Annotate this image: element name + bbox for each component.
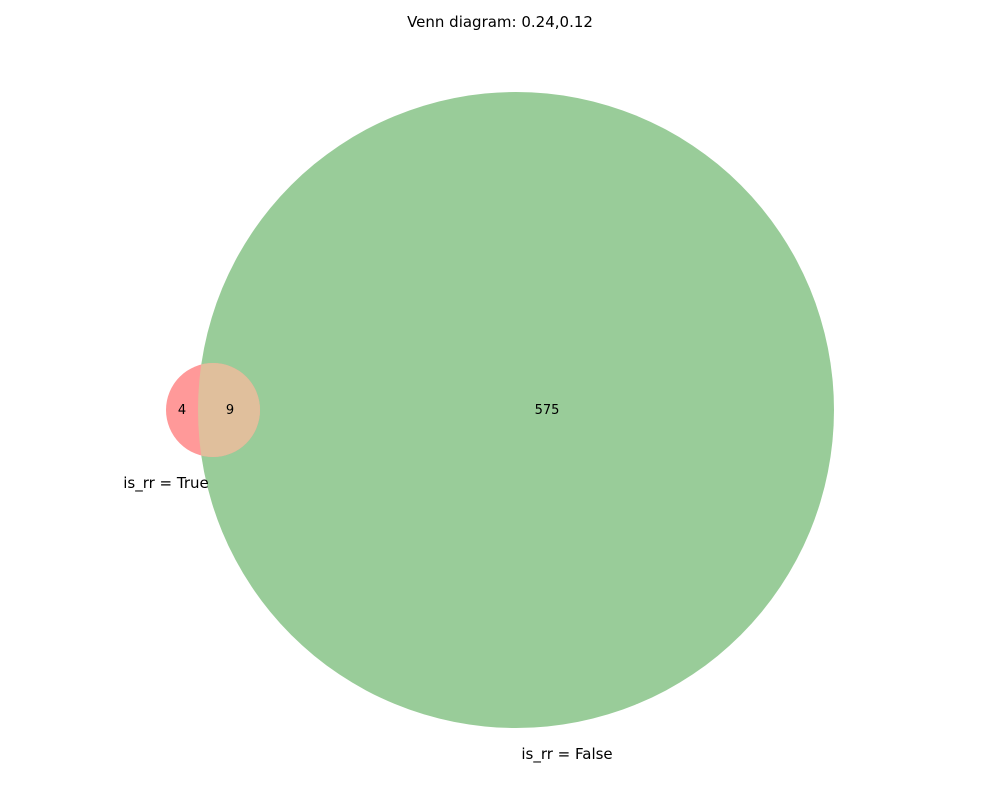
set-false-circle — [198, 92, 834, 728]
set-false-label: is_rr = False — [521, 745, 612, 764]
subset-only-false-count: 575 — [535, 403, 560, 418]
set-true-label: is_rr = True — [123, 474, 209, 493]
subset-both-count: 9 — [226, 403, 234, 418]
diagram-title: Venn diagram: 0.24,0.12 — [407, 13, 593, 31]
subset-only-true-count: 4 — [178, 403, 186, 418]
